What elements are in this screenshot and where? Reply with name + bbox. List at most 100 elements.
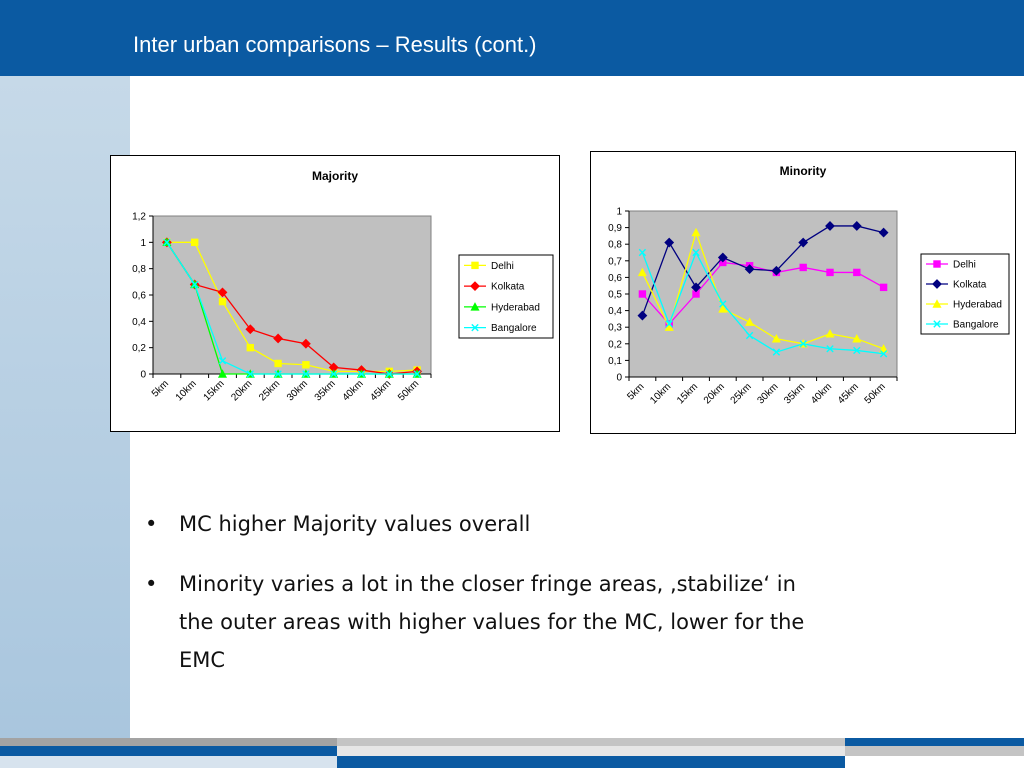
series-line [641,230,884,350]
x-tick-label: 45km [836,381,861,406]
data-point [879,283,888,292]
slide-title: Inter urban comparisons – Results (cont.… [133,32,537,57]
data-point [413,370,421,378]
bullet-text: MC higher Majority values overall [179,512,531,536]
data-point [771,334,781,343]
x-tick-label: 5km [150,378,171,399]
data-point [878,227,889,238]
data-point [717,252,728,263]
data-point [825,221,835,231]
x-tick-label: 10km [648,381,673,406]
data-point [771,265,782,276]
footer-stripe [337,756,845,768]
y-tick-label: 0,5 [608,290,622,301]
data-point [853,268,861,277]
data-point [798,237,809,248]
y-tick-label: 0,6 [608,273,622,284]
data-point [932,299,942,308]
legend-label: Hyderabad [953,300,1002,311]
bullet-item: • MC higher Majority values overall [145,505,825,543]
data-point [385,370,393,378]
data-point [246,370,254,378]
footer-stripe [0,746,337,756]
data-point [745,317,755,326]
footer-stripe [0,756,337,768]
data-point [826,268,834,277]
data-point [330,370,338,378]
y-tick-label: 0,4 [132,317,146,328]
x-tick-label: 30km [755,381,780,406]
legend-label: Bangalore [491,323,537,334]
y-tick-label: 0,8 [608,240,622,251]
legend-label: Kolkata [491,282,525,293]
x-tick-label: 35km [313,378,338,403]
x-tick-label: 5km [625,381,646,402]
series-line [166,241,418,375]
x-tick-label: 25km [729,381,754,406]
footer-stripe [845,756,1024,768]
data-point [826,345,834,353]
data-point [799,340,807,348]
data-point [852,334,862,343]
y-tick-label: 1 [616,207,622,218]
x-tick-label: 15km [202,378,227,403]
data-point [637,310,648,321]
data-point [274,359,282,368]
y-tick-label: 0 [140,370,146,381]
data-point [665,320,673,328]
data-point [691,282,701,293]
chart-title: Majority [312,169,358,183]
data-point [471,261,479,270]
y-tick-label: 1 [140,238,146,249]
y-tick-label: 0,8 [132,264,146,275]
y-tick-label: 0,6 [132,291,146,302]
y-tick-label: 0,9 [608,223,622,234]
x-tick-label: 45km [368,378,393,403]
header-bar [0,0,1024,76]
bullet-text: Minority varies a lot in the closer frin… [179,572,805,672]
data-point [273,333,284,344]
data-point [191,280,199,289]
y-tick-label: 0,7 [608,256,622,267]
x-tick-label: 40km [809,381,834,406]
data-point [638,248,647,257]
chart-title: Minority [780,164,827,178]
bullet-list: • MC higher Majority values overall • Mi… [145,505,825,701]
data-point [932,279,942,289]
bullet-dot: • [145,512,158,536]
data-point [638,290,647,298]
footer-stripe [845,746,1024,756]
data-point [772,348,781,356]
data-point [853,346,861,355]
data-point [218,297,227,306]
data-point [825,329,835,338]
series-line [166,241,418,375]
data-point [300,338,311,349]
data-point [799,263,807,272]
data-point [664,237,675,248]
x-tick-label: 15km [675,381,700,406]
data-point [718,304,728,313]
plot-area [628,210,898,378]
footer-stripe [337,738,845,746]
x-tick-label: 30km [285,378,310,403]
footer-stripe [337,746,845,756]
data-point [933,320,941,328]
x-tick-label: 25km [257,378,282,403]
footer-stripe [0,738,337,746]
data-point [719,300,727,308]
series-line [641,225,884,316]
data-point [217,287,228,298]
majority-chart-svg: Majority 0 0,2 0,4 0,6 0,8 1 1,2 5km 10km 15km 20km… [132,169,554,403]
series-line [641,261,884,325]
series-line [166,241,418,373]
y-tick-label: 1,2 [132,212,146,223]
plot-area [152,215,432,375]
data-point [163,238,171,247]
data-point [879,344,889,353]
x-tick-label: 40km [341,378,366,403]
data-point [744,264,755,275]
majority-chart: Majority 0 0,2 0,4 0,6 0,8 1 1,2 5km 10km 15km 20km… [110,155,560,432]
x-tick-label: 20km [229,378,254,403]
y-tick-label: 0,4 [608,306,622,317]
